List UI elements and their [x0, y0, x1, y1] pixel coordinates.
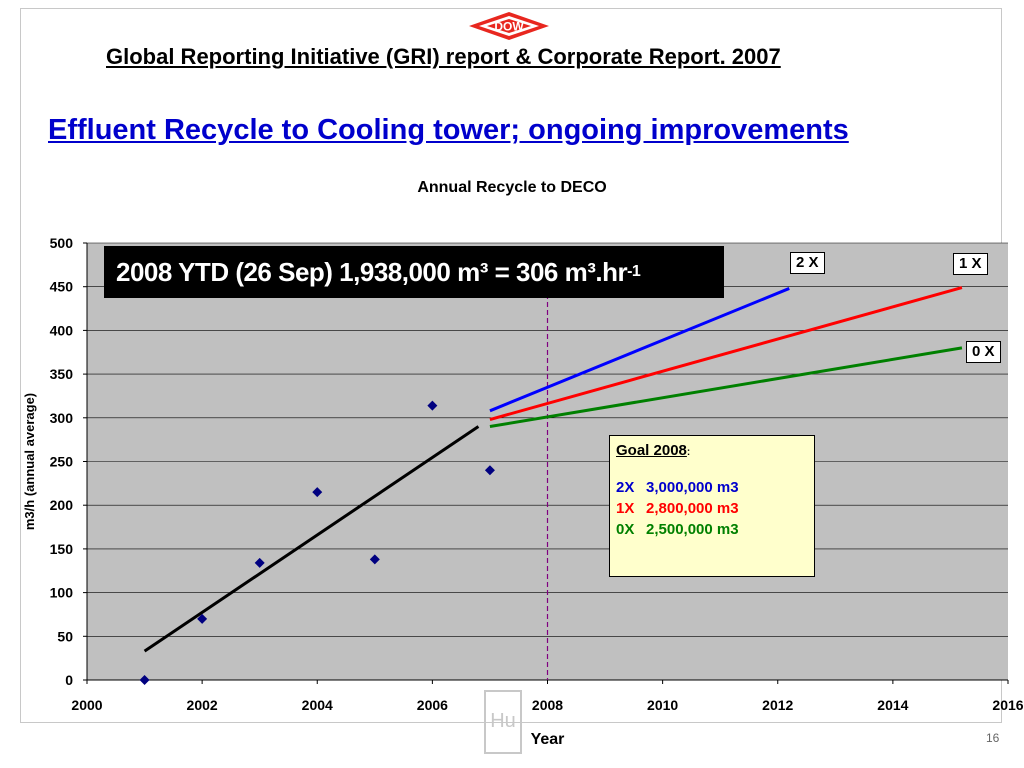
watermark: Hu [484, 690, 522, 754]
x-tick-label: 2002 [187, 697, 218, 713]
y-tick-label: 400 [50, 322, 74, 338]
goal-box: Goal 2008: 2X 3,000,000 m3 1X 2,800,000 m3… [609, 435, 815, 577]
data-point [139, 675, 150, 685]
y-tick-label: 200 [50, 497, 74, 513]
x-tick-label: 2012 [762, 697, 793, 713]
goal-row-2x: 2X 3,000,000 m3 [616, 479, 739, 496]
goal-title: Goal 2008: [616, 442, 691, 459]
x-tick-label: 2004 [302, 697, 333, 713]
ytd-annotation: 2008 YTD (26 Sep) 1,938,000 m³ = 306 m³.… [104, 246, 724, 298]
x-tick-label: 2000 [71, 697, 102, 713]
series-label-2x: 2 X [790, 252, 825, 274]
projection-line-1x [489, 286, 963, 421]
data-point [369, 554, 380, 565]
goal-row-0x: 0X 2,500,000 m3 [616, 521, 739, 538]
data-point [197, 613, 208, 624]
y-tick-label: 450 [50, 279, 74, 295]
y-tick-label: 100 [50, 585, 74, 601]
y-axis-label: m3/h (annual average) [22, 393, 37, 530]
series-label-0x: 0 X [966, 341, 1001, 363]
goal-row-1x: 1X 2,800,000 m3 [616, 500, 739, 517]
ytd-annotation-superscript: -1 [627, 263, 641, 280]
y-tick-label: 0 [65, 672, 73, 688]
x-axis-label: Year [531, 731, 565, 748]
slide-subtitle: Effluent Recycle to Cooling tower; ongoi… [48, 114, 849, 146]
ytd-annotation-text: 2008 YTD (26 Sep) 1,938,000 m³ = 306 m³.… [116, 256, 628, 287]
y-tick-label: 150 [50, 541, 74, 557]
trend-line [143, 425, 480, 653]
svg-text:DOW: DOW [494, 20, 524, 34]
y-tick-label: 50 [57, 628, 73, 644]
projection-line-2x [489, 287, 790, 413]
data-point [254, 557, 265, 568]
x-tick-label: 2014 [877, 697, 908, 713]
report-header: Global Reporting Initiative (GRI) report… [106, 44, 781, 69]
x-tick-label: 2010 [647, 697, 678, 713]
y-tick-label: 350 [50, 366, 74, 382]
y-tick-label: 300 [50, 410, 74, 426]
x-tick-label: 2008 [532, 697, 563, 713]
data-point [484, 465, 495, 476]
x-tick-label: 2016 [992, 697, 1023, 713]
data-point [427, 400, 438, 411]
dow-logo: DOW [469, 12, 549, 40]
y-tick-label: 250 [50, 454, 74, 470]
projection-line-0x [489, 346, 963, 429]
x-tick-label: 2006 [417, 697, 448, 713]
series-label-1x: 1 X [953, 253, 988, 275]
chart-title: Annual Recycle to DECO [417, 179, 607, 196]
y-tick-label: 500 [50, 235, 74, 251]
page-number: 16 [986, 731, 1000, 745]
data-point [312, 487, 323, 498]
